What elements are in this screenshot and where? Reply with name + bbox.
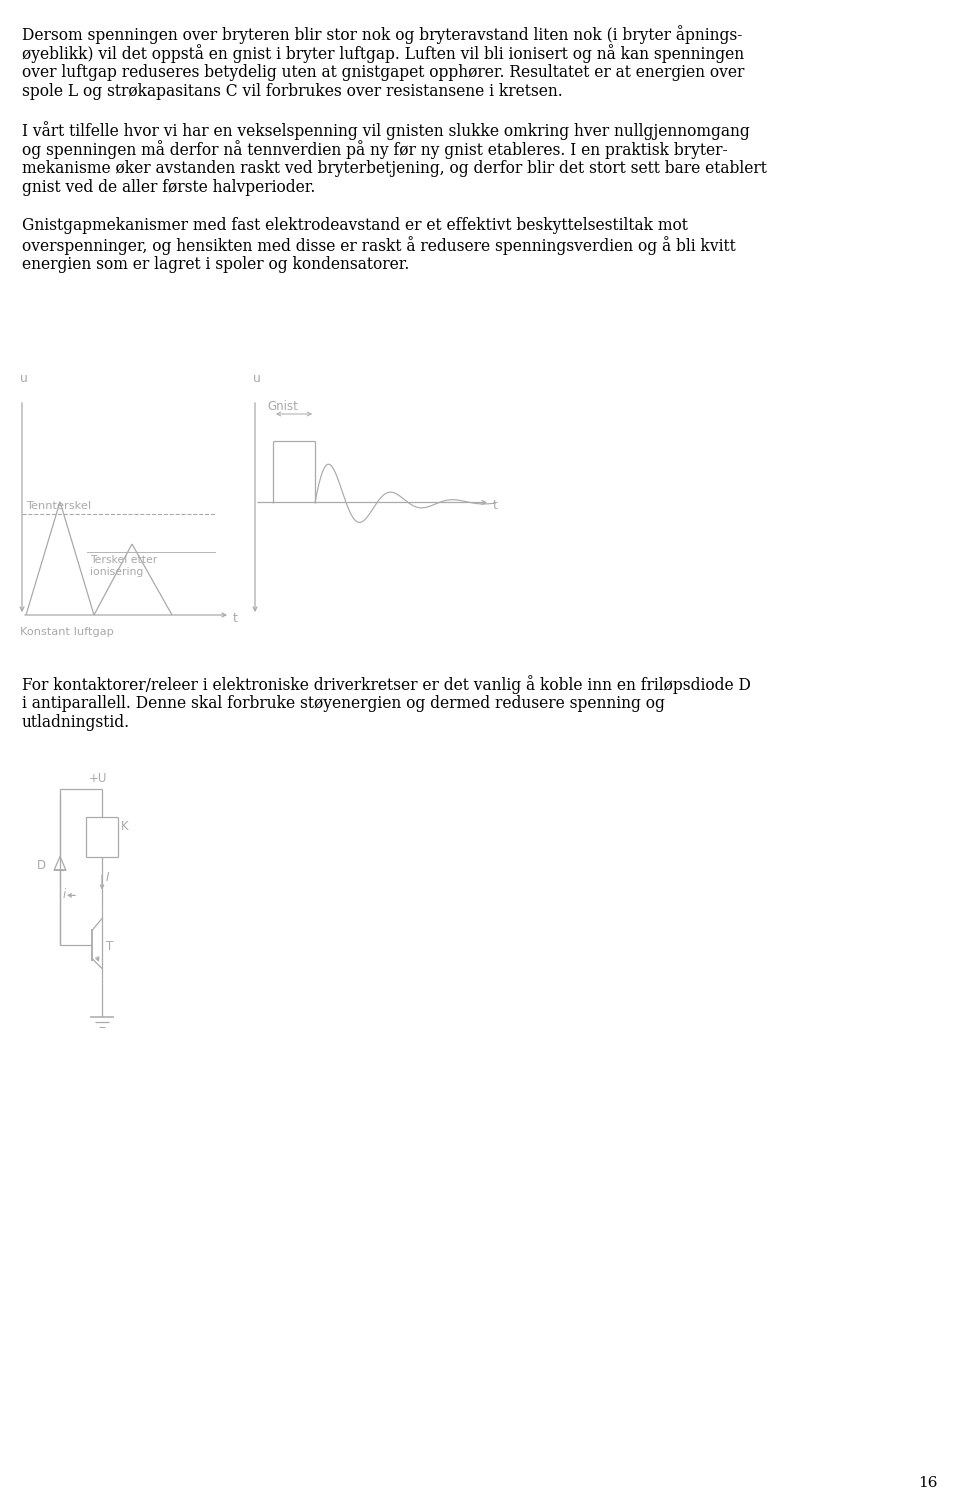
Text: øyeblikk) vil det oppstå en gnist i bryter luftgap. Luften vil bli ionisert og n: øyeblikk) vil det oppstå en gnist i bryt… [22,44,744,63]
Text: T: T [106,940,113,954]
Text: Konstant luftgap: Konstant luftgap [20,628,114,637]
Text: mekanisme øker avstanden raskt ved bryterbetjening, og derfor blir det stort set: mekanisme øker avstanden raskt ved bryte… [22,160,767,177]
Text: K: K [121,821,129,833]
Text: over luftgap reduseres betydelig uten at gnistgapet opphører. Resultatet er at e: over luftgap reduseres betydelig uten at… [22,63,744,81]
Text: overspenninger, og hensikten med disse er raskt å redusere spenningsverdien og å: overspenninger, og hensikten med disse e… [22,237,735,255]
Text: Terskel etter
ionisering: Terskel etter ionisering [90,555,157,576]
Text: D: D [36,859,46,872]
Text: i antiparallell. Denne skal forbruke støyenergien og dermed redusere spenning og: i antiparallell. Denne skal forbruke stø… [22,694,665,712]
Text: I vårt tilfelle hvor vi har en vekselspenning vil gnisten slukke omkring hver nu: I vårt tilfelle hvor vi har en vekselspe… [22,121,750,140]
Text: og spenningen må derfor nå tennverdien på ny før ny gnist etableres. I en prakti: og spenningen må derfor nå tennverdien p… [22,140,728,160]
Text: +U: +U [89,771,108,785]
Text: For kontaktorer/releer i elektroniske driverkretser er det vanlig å koble inn en: For kontaktorer/releer i elektroniske dr… [22,675,751,694]
Text: Tennterskel: Tennterskel [26,501,91,510]
Text: u: u [253,373,261,385]
Text: t: t [493,499,498,512]
Text: u: u [20,373,28,385]
Text: energien som er lagret i spoler og kondensatorer.: energien som er lagret i spoler og konde… [22,257,409,273]
Text: gnist ved de aller første halvperioder.: gnist ved de aller første halvperioder. [22,180,316,196]
Text: utladningstid.: utladningstid. [22,714,131,730]
Text: Gnistgapmekanismer med fast elektrodeavstand er et effektivt beskyttelsestiltak : Gnistgapmekanismer med fast elektrodeavs… [22,217,688,234]
Text: Dersom spenningen over bryteren blir stor nok og bryteravstand liten nok (i bryt: Dersom spenningen over bryteren blir sto… [22,26,742,44]
Text: spole L og strøkapasitans C vil forbrukes over resistansene i kretsen.: spole L og strøkapasitans C vil forbruke… [22,83,563,101]
Text: I: I [106,871,109,884]
Text: 16: 16 [919,1476,938,1489]
Text: Gnist: Gnist [268,400,299,413]
Text: i: i [63,889,66,901]
Text: t: t [233,611,238,625]
